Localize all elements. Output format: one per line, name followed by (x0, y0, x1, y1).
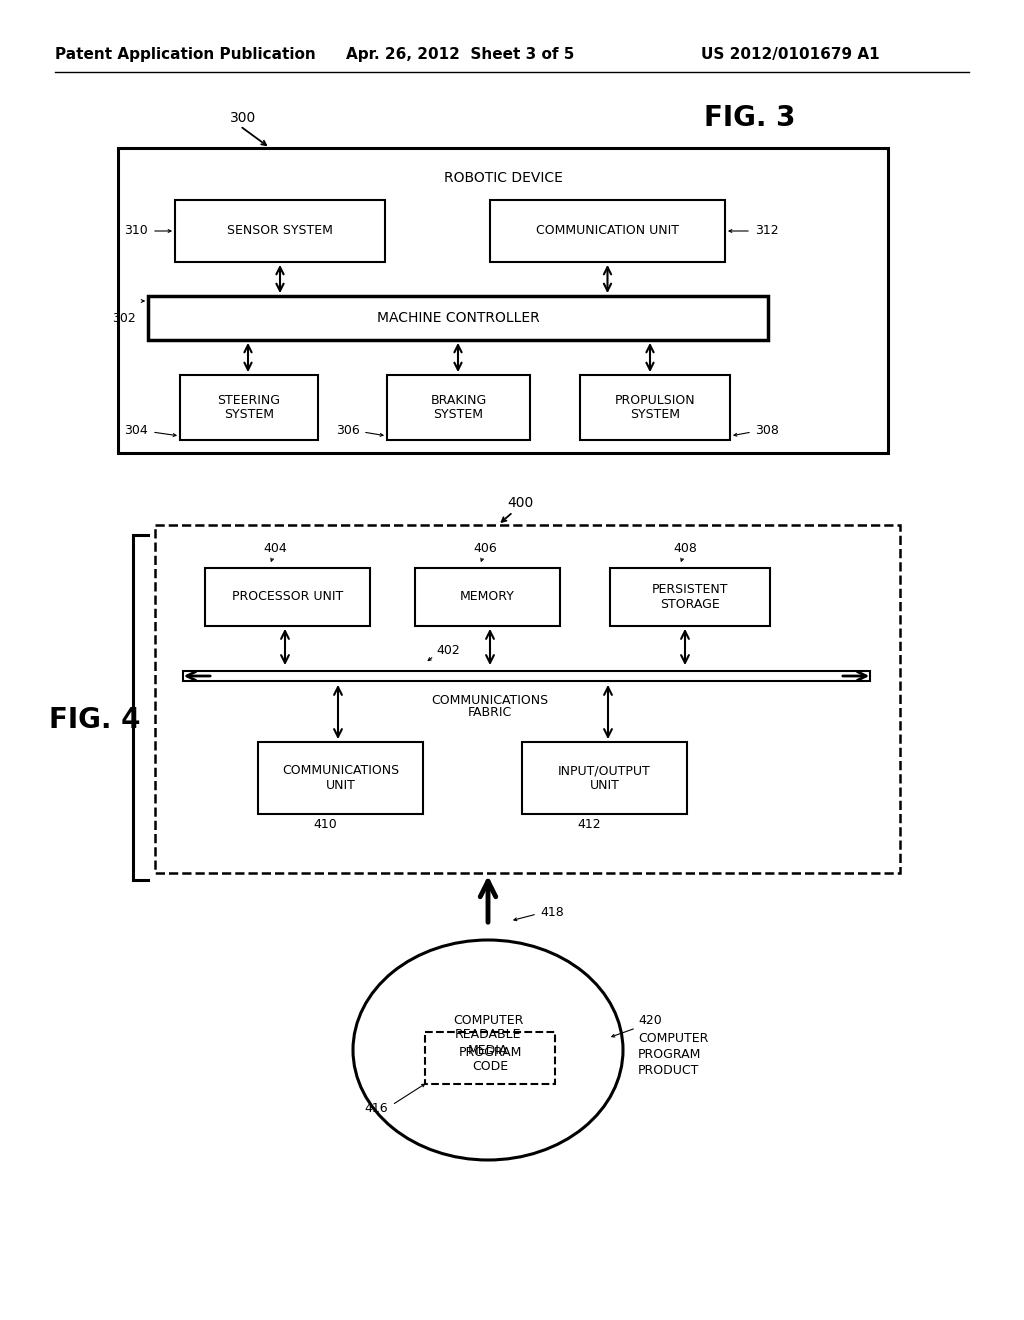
Text: Apr. 26, 2012  Sheet 3 of 5: Apr. 26, 2012 Sheet 3 of 5 (346, 48, 574, 62)
Text: COMMUNICATIONS
UNIT: COMMUNICATIONS UNIT (282, 764, 399, 792)
Text: SENSOR SYSTEM: SENSOR SYSTEM (227, 224, 333, 238)
Text: PERSISTENT
STORAGE: PERSISTENT STORAGE (651, 583, 728, 611)
Bar (610, 568, 770, 626)
Text: FIG. 4: FIG. 4 (49, 706, 140, 734)
Text: Patent Application Publication: Patent Application Publication (54, 48, 315, 62)
Text: 410: 410 (313, 817, 337, 830)
Bar (258, 742, 423, 814)
Bar (183, 671, 870, 681)
Text: PROGRAM: PROGRAM (638, 1048, 701, 1060)
Text: COMMUNICATION UNIT: COMMUNICATION UNIT (536, 224, 679, 238)
Text: 400: 400 (507, 496, 534, 510)
Text: FABRIC: FABRIC (468, 706, 512, 719)
Text: PROGRAM: PROGRAM (459, 1045, 521, 1059)
Text: COMPUTER: COMPUTER (638, 1031, 709, 1044)
Bar (118, 148, 888, 453)
Text: MACHINE CONTROLLER: MACHINE CONTROLLER (377, 312, 540, 325)
Text: PRODUCT: PRODUCT (638, 1064, 699, 1077)
Bar (205, 568, 370, 626)
Bar (580, 375, 730, 440)
Text: 420: 420 (638, 1014, 662, 1027)
Text: 416: 416 (365, 1101, 388, 1114)
Text: 300: 300 (230, 111, 256, 125)
Text: 308: 308 (755, 424, 779, 437)
Text: 418: 418 (540, 906, 564, 919)
Text: 402: 402 (436, 644, 460, 656)
Text: PROCESSOR UNIT: PROCESSOR UNIT (231, 590, 343, 603)
Bar (148, 296, 768, 341)
Text: 412: 412 (578, 817, 601, 830)
Text: 302: 302 (113, 312, 136, 325)
Bar (175, 201, 385, 261)
Text: MEDIA: MEDIA (468, 1044, 508, 1056)
Text: PROPULSION
SYSTEM: PROPULSION SYSTEM (614, 393, 695, 421)
Text: 312: 312 (755, 224, 778, 238)
Text: ROBOTIC DEVICE: ROBOTIC DEVICE (443, 172, 562, 185)
Text: 406: 406 (473, 541, 497, 554)
Bar (180, 375, 318, 440)
Text: 306: 306 (336, 424, 360, 437)
Text: INPUT/OUTPUT
UNIT: INPUT/OUTPUT UNIT (558, 764, 651, 792)
Bar (490, 201, 725, 261)
Text: MEMORY: MEMORY (460, 590, 515, 603)
Text: 304: 304 (124, 424, 148, 437)
Text: US 2012/0101679 A1: US 2012/0101679 A1 (700, 48, 880, 62)
Text: FIG. 3: FIG. 3 (705, 104, 796, 132)
Text: BRAKING
SYSTEM: BRAKING SYSTEM (430, 393, 486, 421)
Text: 408: 408 (673, 541, 697, 554)
Text: COMMUNICATIONS: COMMUNICATIONS (431, 693, 549, 706)
Bar (522, 742, 687, 814)
Text: READABLE: READABLE (455, 1028, 521, 1041)
Bar (387, 375, 530, 440)
Text: CODE: CODE (472, 1060, 508, 1072)
Bar (155, 525, 900, 873)
Text: COMPUTER: COMPUTER (453, 1014, 523, 1027)
Bar (425, 1032, 555, 1084)
Bar (415, 568, 560, 626)
Text: 310: 310 (124, 224, 148, 238)
Text: 404: 404 (263, 541, 287, 554)
Text: STEERING
SYSTEM: STEERING SYSTEM (217, 393, 281, 421)
